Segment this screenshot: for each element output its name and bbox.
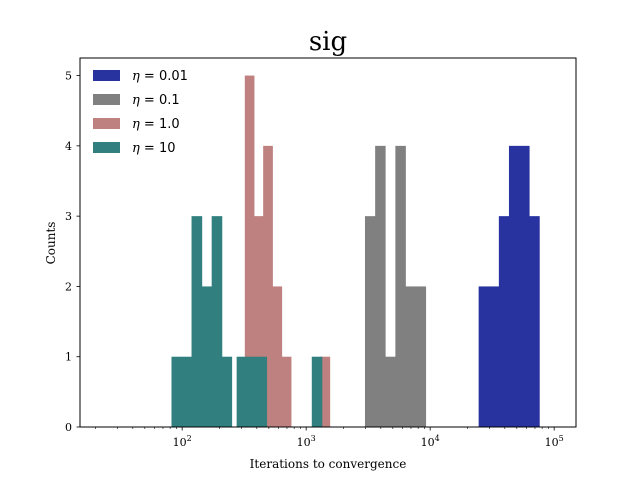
x-axis: 102 103 104 105 [95,427,564,449]
legend-swatch-2 [93,118,120,129]
bar-series-1-bin-0 [364,216,376,427]
bar-series-0-bin-4 [519,145,530,428]
y-tick-label-2: 2 [65,280,72,293]
bar-series-3-bin-8 [256,356,268,427]
bar-series-1-bin-2 [385,356,396,427]
y-tick-label-0: 0 [65,421,72,434]
bar-series-3-bin-0 [171,356,183,427]
x-tick-label-3: 105 [545,434,564,449]
bar-series-3-bin-5 [221,356,233,427]
legend-label-3: η = 10 [132,141,176,156]
y-tick-label-4: 4 [65,140,72,153]
x-tick-label-1: 103 [297,434,316,449]
bar-series-3-bin-6 [236,356,248,427]
bar-series-3-bin-3 [201,286,213,427]
bar-series-0-bin-0 [478,286,490,427]
y-tick-label-1: 1 [65,351,72,364]
legend-swatch-3 [93,142,120,153]
bar-series-0-bin-3 [508,145,520,428]
bar-series-2-bin-4 [281,356,292,427]
bar-series-2-bin-0 [244,75,255,427]
legend-label-0: η = 0.01 [132,69,188,84]
bar-series-0-bin-1 [488,286,500,427]
y-tick-label-5: 5 [65,70,72,83]
bar-series-0-bin-5 [529,216,540,427]
y-axis: 0 1 2 3 4 5 [65,70,80,434]
bar-series-3-bin-2 [191,216,203,427]
legend-label-2: η = 1.0 [132,117,180,132]
y-tick-label-3: 3 [65,210,72,223]
bar-series-1-bin-1 [375,145,386,428]
bar-series-3-bin-4 [211,216,223,427]
bar-series-1-bin-4 [405,286,416,427]
histogram-bars [171,75,540,428]
bar-series-3-bin-9 [311,356,323,427]
bar-series-1-bin-5 [415,286,427,427]
x-axis-label: Iterations to convergence [250,457,407,471]
legend-swatch-1 [93,94,120,105]
chart-title: sig [309,27,347,57]
bar-series-3-bin-1 [181,356,192,427]
bar-series-2-bin-5 [320,356,331,427]
bar-series-2-bin-2 [263,145,273,428]
x-tick-label-0: 102 [173,434,192,449]
bar-series-2-bin-3 [272,286,283,427]
bar-series-1-bin-3 [395,145,406,428]
legend: η = 0.01 η = 0.1 η = 1.0 η = 10 [93,69,188,156]
plot-frame [79,57,577,428]
bar-series-3-bin-7 [246,356,258,427]
bar-series-0-bin-2 [498,216,510,427]
legend-swatch-0 [93,70,120,81]
bar-series-2-bin-1 [254,216,264,427]
x-tick-label-2: 104 [421,434,440,449]
legend-label-1: η = 0.1 [132,93,180,108]
y-axis-label: Counts [44,222,58,265]
